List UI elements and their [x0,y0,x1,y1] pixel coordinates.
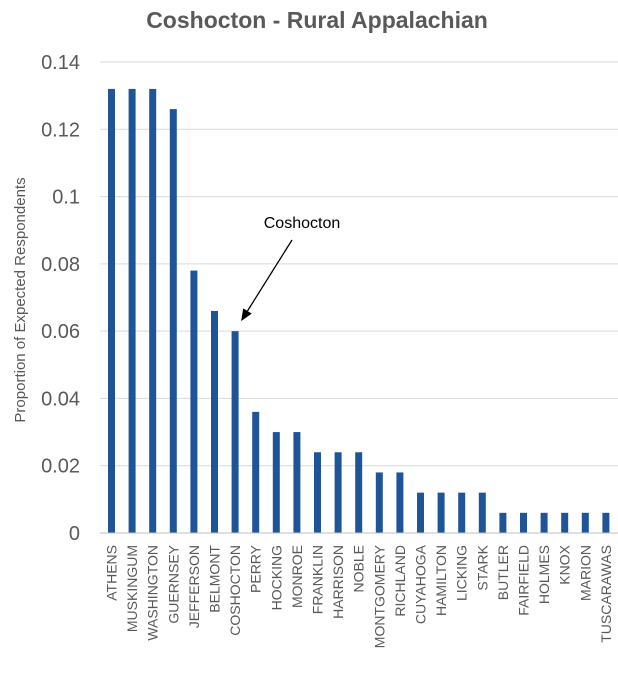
bar [540,512,548,533]
x-tick-label: PERRY [248,544,264,593]
y-tick-label: 0.02 [41,456,80,478]
annotation: Coshocton [241,215,341,322]
bar [602,512,610,533]
y-axis-label: Proportion of Expected Respondents [12,177,29,422]
bar [149,88,157,534]
x-tick-label: JEFFERSON [186,545,202,628]
x-tick-label: BELMONT [207,545,223,613]
y-tick-label: 0.04 [41,388,80,410]
chart-title: Coshocton - Rural Appalachian [146,7,488,33]
bar [396,472,404,533]
gridlines [100,61,618,467]
x-tick-label: BUTLER [495,545,511,600]
bar [458,492,466,533]
bar [417,492,424,533]
bar [437,492,445,533]
x-tick-label: TUSCARAWAS [598,545,614,643]
y-tick-label: 0 [69,523,80,545]
bar [128,88,136,534]
x-tick-label: HARRISON [330,545,346,619]
x-tick-label: MONTGOMERY [371,544,387,648]
bar [231,331,239,533]
bar [520,512,527,533]
bar [499,512,507,533]
x-tick-label: MUSKINGUM [124,545,140,632]
bar [293,432,301,533]
y-tick-label: 0.06 [41,321,80,343]
x-tick-label: CUYAHOGA [413,544,429,624]
annotation-arrow-line [246,239,293,312]
x-tick-label: MONROE [289,545,305,608]
bar [169,109,177,533]
y-tick-label: 0.14 [41,52,80,74]
y-tick-label: 0.12 [41,119,80,141]
bar [211,310,218,533]
bar [272,432,280,533]
bar [355,452,363,533]
y-tick-label: 0.08 [41,254,80,276]
bar [561,512,569,533]
x-tick-label: RICHLAND [392,545,408,617]
bar [478,492,486,533]
bar [190,270,198,533]
bar [581,512,589,533]
x-tick-label: HAMILTON [433,545,449,616]
x-tick-label: NOBLE [351,545,367,592]
x-tick-label: LICKING [454,545,470,601]
x-tick-label: GUERNSEY [165,544,181,623]
y-axis-ticks: 0 0.02 0.04 0.06 0.08 0.1 0.12 0.14 [41,52,80,545]
x-tick-label: FAIRFIELD [516,545,532,616]
y-tick-label: 0.1 [52,187,80,209]
x-tick-label: HOLMES [536,545,552,604]
x-tick-label: MARION [577,545,593,601]
x-tick-label: STARK [474,544,490,590]
annotation-arrowhead [241,308,252,322]
x-tick-label: KNOX [557,544,573,584]
annotation-label: Coshocton [264,215,341,232]
x-tick-label: COSHOCTON [227,545,243,636]
bar [334,452,342,533]
x-tick-label: ATHENS [104,545,120,601]
x-axis-ticks: ATHENS MUSKINGUM WASHINGTON GUERNSEY JEFFERS… [104,544,614,648]
bars [108,88,610,534]
x-tick-label: WASHINGTON [145,545,161,641]
x-tick-label: HOCKING [268,545,284,610]
bar [108,88,115,534]
x-tick-label: FRANKLIN [310,545,326,614]
bar [375,472,383,533]
bar [314,452,321,533]
bar [252,411,260,533]
